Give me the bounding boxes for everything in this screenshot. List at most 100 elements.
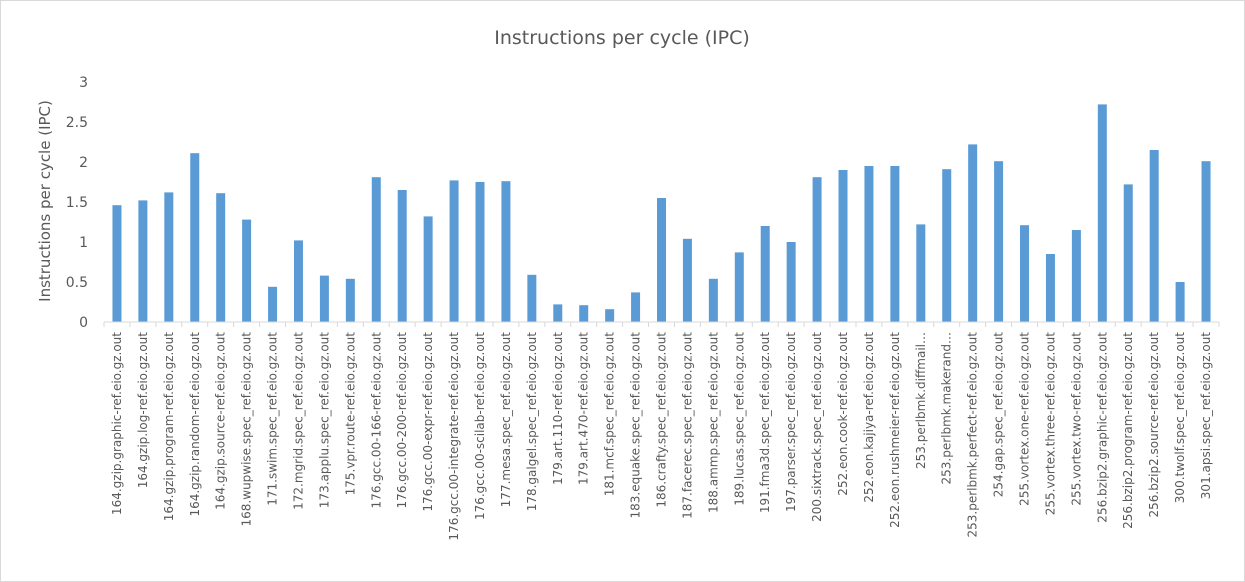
- bar: [449, 180, 459, 322]
- bar: [475, 182, 485, 322]
- bar: [1149, 150, 1159, 322]
- x-axis-tick-marks: [103, 322, 1220, 327]
- x-category-label: 256.bzip2.graphic-ref.eio.gz.out: [1095, 332, 1109, 523]
- chart-title: Instructions per cycle (IPC): [494, 27, 750, 49]
- y-axis-ticks: 0 0.5 1 1.5 2 2.5 3: [66, 75, 88, 331]
- bar: [1175, 282, 1185, 322]
- x-category-label: 256.bzip2.program-ref.eio.gz.out: [1121, 332, 1135, 529]
- bar: [916, 224, 926, 322]
- bar: [682, 238, 692, 322]
- bar: [423, 216, 433, 322]
- x-category-label: 177.mesa.spec_ref.eio.gz.out: [499, 332, 513, 508]
- bar: [1045, 254, 1055, 322]
- bar: [293, 240, 303, 322]
- x-category-label: 252.eon.kajiya-ref.eio.gz.out: [862, 332, 876, 503]
- bars: [112, 104, 1211, 323]
- y-tick-label: 3: [79, 75, 88, 91]
- bar: [942, 169, 952, 322]
- bar: [631, 292, 641, 322]
- bar: [786, 242, 796, 322]
- x-category-label: 175.vpr.route-ref.eio.gz.out: [343, 332, 357, 496]
- bar: [605, 309, 615, 322]
- x-category-label: 256.bzip2.source-ref.eio.gz.out: [1147, 332, 1161, 518]
- bar: [164, 192, 174, 322]
- x-category-label: 186.crafty.spec_ref.eio.gz.out: [655, 332, 669, 508]
- x-category-label: 176.gcc.00-expr-ref.eio.gz.out: [421, 332, 435, 512]
- y-tick-label: 2.5: [66, 115, 88, 131]
- bar: [1123, 184, 1133, 322]
- bar: [708, 278, 718, 322]
- x-category-label: 164.gzip.log-ref.eio.gz.out: [136, 332, 150, 489]
- bar: [319, 275, 329, 322]
- y-tick-label: 0.5: [66, 275, 88, 291]
- x-category-label: 252.eon.rushmeier-ref.eio.gz.out: [888, 332, 902, 528]
- bar: [501, 181, 511, 322]
- bar: [1097, 104, 1107, 323]
- x-category-label: 172.mgrid.spec_ref.eio.gz.out: [291, 332, 305, 510]
- x-category-label: 176.gcc.00-200-ref.eio.gz.out: [395, 332, 409, 509]
- x-category-label: 168.wupwise.spec_ref.eio.gz.out: [240, 332, 254, 527]
- x-category-label: 164.gzip.program-ref.eio.gz.out: [162, 332, 176, 522]
- x-category-label: 178.galgel.spec_ref.eio.gz.out: [525, 332, 539, 512]
- bar: [838, 170, 848, 322]
- x-category-label: 176.gcc.00-integrate-ref.eio.gz.out: [447, 332, 461, 541]
- bar: [190, 153, 200, 322]
- bar: [138, 200, 148, 322]
- bar: [216, 193, 226, 322]
- bar: [734, 252, 744, 322]
- x-category-label: 254.gap.spec_ref.eio.gz.out: [992, 332, 1006, 498]
- x-axis-categories: 164.gzip.graphic-ref.eio.gz.out 164.gzip.…: [110, 332, 1213, 541]
- bar: [890, 166, 900, 322]
- bar: [242, 219, 252, 322]
- x-category-label: 300.twolf.spec_ref.eio.gz.out: [1173, 332, 1187, 503]
- x-category-label: 187.facerec.spec_ref.eio.gz.out: [680, 332, 694, 519]
- x-category-label: 176.gcc.00-scilab-ref.eio.gz.out: [473, 332, 487, 520]
- bar: [112, 205, 122, 322]
- x-category-label: 255.vortex.three-ref.eio.gz.out: [1043, 332, 1057, 516]
- x-category-label: 253.perlbmk.perfect-ref.eio.gz.out: [966, 332, 980, 538]
- x-category-label: 164.gzip.source-ref.eio.gz.out: [214, 332, 228, 510]
- x-category-label: 253.perlbmk.diffmail…: [914, 332, 928, 469]
- bar: [864, 166, 874, 322]
- x-category-label: 176.gcc.00-166-ref.eio.gz.out: [369, 332, 383, 509]
- bar: [1071, 230, 1081, 322]
- x-category-label: 164.gzip.random-ref.eio.gz.out: [188, 332, 202, 517]
- y-axis-label: Instructions per cycle (IPC): [36, 100, 54, 302]
- x-category-label: 164.gzip.graphic-ref.eio.gz.out: [110, 332, 124, 515]
- bar: [527, 274, 537, 322]
- y-tick-label: 2: [79, 155, 88, 171]
- x-category-label: 255.vortex.two-ref.eio.gz.out: [1069, 332, 1083, 506]
- x-category-label: 189.lucas.spec_ref.eio.gz.out: [732, 332, 746, 506]
- y-tick-label: 1.5: [66, 195, 88, 211]
- bar: [397, 190, 407, 322]
- bar: [812, 177, 822, 322]
- y-tick-label: 1: [79, 235, 88, 251]
- bar: [579, 305, 589, 322]
- bar: [268, 286, 278, 322]
- x-category-label: 197.parser.spec_ref.eio.gz.out: [784, 332, 798, 512]
- bar: [553, 304, 563, 322]
- x-category-label: 200.sixtrack.spec_ref.eio.gz.out: [810, 332, 824, 522]
- x-category-label: 301.apsi.spec_ref.eio.gz.out: [1199, 332, 1213, 499]
- x-category-label: 183.equake.spec_ref.eio.gz.out: [629, 332, 643, 519]
- x-category-label: 171.swim.spec_ref.eio.gz.out: [266, 332, 280, 506]
- bar: [371, 177, 381, 322]
- x-category-label: 179.art.110-ref.eio.gz.out: [551, 332, 565, 485]
- x-category-label: 181.mcf.spec_ref.eio.gz.out: [603, 332, 617, 497]
- x-category-label: 188.ammp.spec_ref.eio.gz.out: [706, 332, 720, 513]
- y-tick-label: 0: [79, 315, 88, 331]
- x-category-label: 253.perlbmk.makerand…: [940, 332, 954, 485]
- bar: [1201, 161, 1211, 322]
- bar: [760, 226, 770, 322]
- x-category-label: 255.vortex.one-ref.eio.gz.out: [1018, 332, 1032, 506]
- bar: [657, 198, 666, 322]
- x-category-label: 191.fma3d.spec_ref.eio.gz.out: [758, 332, 772, 513]
- bar: [968, 144, 978, 322]
- bar: [994, 161, 1004, 322]
- bar: [1020, 225, 1030, 322]
- x-category-label: 252.eon.cook-ref.eio.gz.out: [836, 332, 850, 496]
- bar: [345, 278, 355, 322]
- x-category-label: 179.art.470-ref.eio.gz.out: [577, 332, 591, 485]
